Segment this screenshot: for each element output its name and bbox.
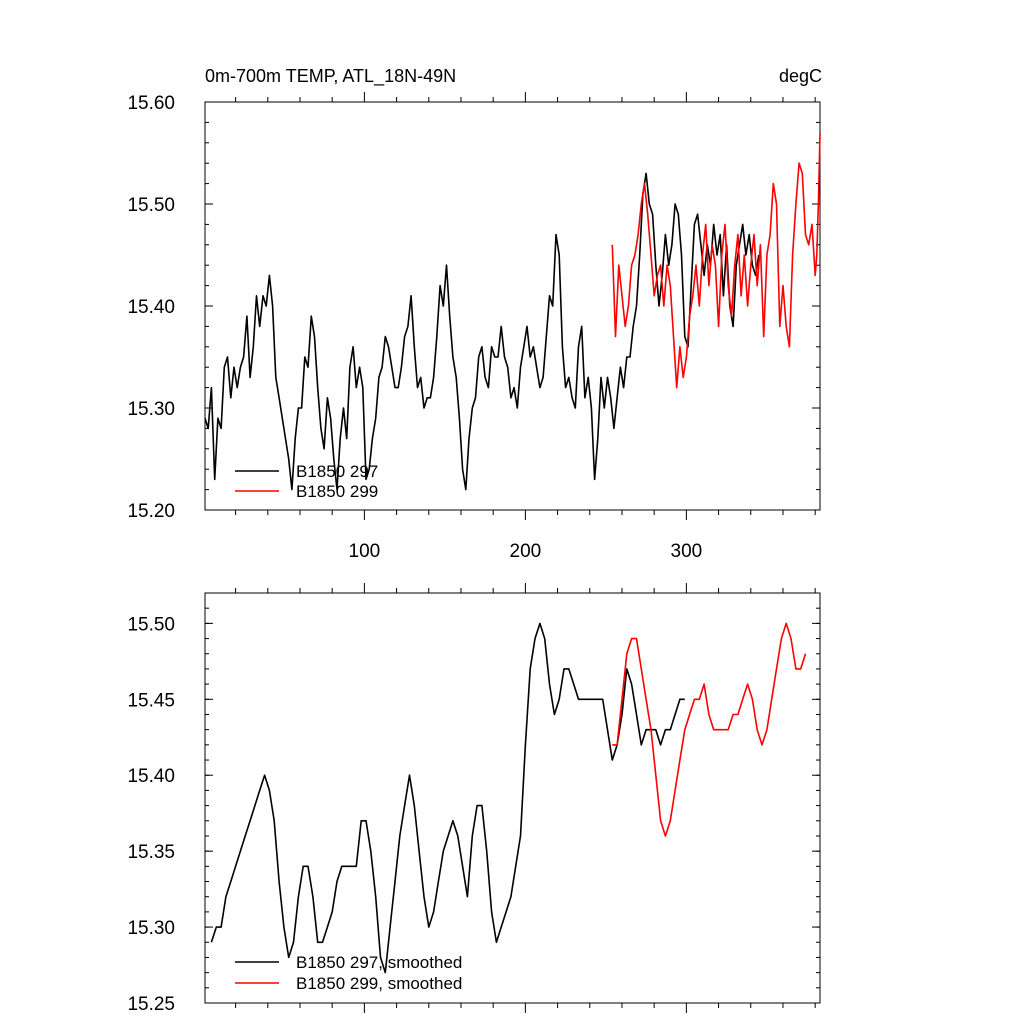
top-legend: B1850 297 B1850 299 xyxy=(235,462,378,501)
top-legend-label-0: B1850 297 xyxy=(296,462,378,481)
top-legend-label-1: B1850 299 xyxy=(296,482,378,501)
top-series-line-1 xyxy=(611,132,821,389)
bottom-ytick-label: 15.30 xyxy=(127,918,175,939)
bottom-legend-label-0: B1850 297, smoothed xyxy=(296,953,462,972)
bottom-axis-ticks: 15.25 15.30 15.35 15.40 15.45 15.50 xyxy=(127,583,820,1015)
top-ytick-label: 15.20 xyxy=(127,501,175,522)
top-series-line-0 xyxy=(204,172,760,491)
bottom-ytick-label: 15.40 xyxy=(127,766,175,787)
top-axis-ticks: 15.20 15.30 15.40 15.50 15.60 100 200 300 xyxy=(127,92,820,562)
bottom-panel: 15.25 15.30 15.35 15.40 15.45 15.50 B1850 297… xyxy=(127,583,821,1015)
top-ytick-label: 15.40 xyxy=(127,297,175,318)
top-panel: 0m-700m TEMP, ATL_18N-49N degC 15.20 15.3… xyxy=(127,66,822,562)
top-ytick-label: 15.30 xyxy=(127,399,175,420)
top-chart-units: degC xyxy=(779,66,822,86)
bottom-ytick-label: 15.45 xyxy=(127,690,175,711)
top-plot-series xyxy=(204,132,821,491)
bottom-series-line-1 xyxy=(612,622,807,837)
top-ytick-label: 15.50 xyxy=(127,195,175,216)
bottom-plot-frame xyxy=(204,592,821,1004)
top-xtick-label: 200 xyxy=(510,541,542,562)
top-chart-title: 0m-700m TEMP, ATL_18N-49N xyxy=(205,66,456,87)
bottom-legend: B1850 297, smoothed B1850 299, smoothed xyxy=(235,953,462,993)
top-xtick-label: 100 xyxy=(349,541,381,562)
bottom-ytick-label: 15.25 xyxy=(127,994,175,1015)
bottom-series-line-0 xyxy=(210,622,685,974)
bottom-plot-series xyxy=(210,622,807,974)
bottom-ytick-label: 15.35 xyxy=(127,842,175,863)
top-ytick-label: 15.60 xyxy=(127,93,175,114)
top-plot-frame xyxy=(204,101,821,511)
bottom-ytick-label: 15.50 xyxy=(127,614,175,635)
bottom-legend-label-1: B1850 299, smoothed xyxy=(296,974,462,993)
top-xtick-label: 300 xyxy=(671,541,703,562)
